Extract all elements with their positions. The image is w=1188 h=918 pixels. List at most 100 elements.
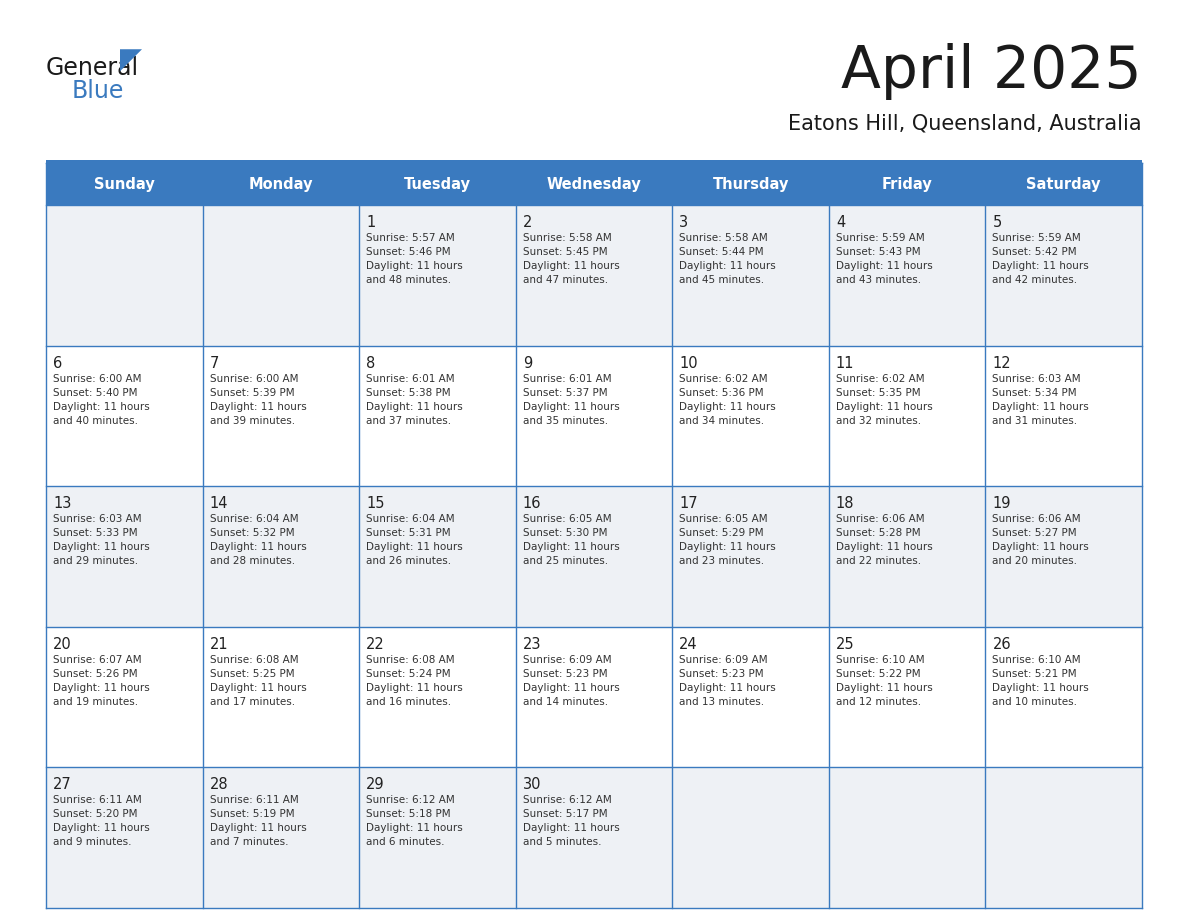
Text: Tuesday: Tuesday [404,176,470,192]
Text: Sunrise: 6:04 AM
Sunset: 5:32 PM
Daylight: 11 hours
and 28 minutes.: Sunrise: 6:04 AM Sunset: 5:32 PM Dayligh… [209,514,307,566]
Text: Sunrise: 6:01 AM
Sunset: 5:38 PM
Daylight: 11 hours
and 37 minutes.: Sunrise: 6:01 AM Sunset: 5:38 PM Dayligh… [366,374,463,426]
Text: 21: 21 [209,637,228,652]
Bar [516,205,672,345]
Text: Sunrise: 6:12 AM
Sunset: 5:17 PM
Daylight: 11 hours
and 5 minutes.: Sunrise: 6:12 AM Sunset: 5:17 PM Dayligh… [523,795,619,847]
Bar [46,163,203,205]
Text: Sunrise: 6:02 AM
Sunset: 5:35 PM
Daylight: 11 hours
and 32 minutes.: Sunrise: 6:02 AM Sunset: 5:35 PM Dayligh… [836,374,933,426]
Text: 23: 23 [523,637,542,652]
Text: 22: 22 [366,637,385,652]
Bar [985,487,1142,627]
Bar [203,627,359,767]
Text: Sunrise: 6:00 AM
Sunset: 5:40 PM
Daylight: 11 hours
and 40 minutes.: Sunrise: 6:00 AM Sunset: 5:40 PM Dayligh… [53,374,150,426]
Text: 18: 18 [836,497,854,511]
Bar [516,487,672,627]
Text: Sunrise: 6:00 AM
Sunset: 5:39 PM
Daylight: 11 hours
and 39 minutes.: Sunrise: 6:00 AM Sunset: 5:39 PM Dayligh… [209,374,307,426]
Bar [829,205,985,345]
Bar [516,163,672,205]
Text: 14: 14 [209,497,228,511]
Text: Sunrise: 6:06 AM
Sunset: 5:28 PM
Daylight: 11 hours
and 22 minutes.: Sunrise: 6:06 AM Sunset: 5:28 PM Dayligh… [836,514,933,566]
Text: 10: 10 [680,355,697,371]
Bar [672,205,829,345]
Text: Sunrise: 6:08 AM
Sunset: 5:25 PM
Daylight: 11 hours
and 17 minutes.: Sunrise: 6:08 AM Sunset: 5:25 PM Dayligh… [209,655,307,707]
Text: Sunrise: 6:11 AM
Sunset: 5:19 PM
Daylight: 11 hours
and 7 minutes.: Sunrise: 6:11 AM Sunset: 5:19 PM Dayligh… [209,795,307,847]
Bar [672,345,829,487]
Text: 12: 12 [992,355,1011,371]
Text: 24: 24 [680,637,697,652]
Text: 25: 25 [836,637,854,652]
Text: 28: 28 [209,778,228,792]
Bar [985,627,1142,767]
Text: Sunday: Sunday [94,176,154,192]
Text: Sunrise: 5:57 AM
Sunset: 5:46 PM
Daylight: 11 hours
and 48 minutes.: Sunrise: 5:57 AM Sunset: 5:46 PM Dayligh… [366,233,463,285]
Text: 17: 17 [680,497,697,511]
Bar [359,205,516,345]
Text: General: General [46,56,139,80]
Text: Sunrise: 6:04 AM
Sunset: 5:31 PM
Daylight: 11 hours
and 26 minutes.: Sunrise: 6:04 AM Sunset: 5:31 PM Dayligh… [366,514,463,566]
Text: 5: 5 [992,215,1001,230]
Bar [985,345,1142,487]
Bar [203,163,359,205]
Text: Sunrise: 6:09 AM
Sunset: 5:23 PM
Daylight: 11 hours
and 14 minutes.: Sunrise: 6:09 AM Sunset: 5:23 PM Dayligh… [523,655,619,707]
Bar [359,163,516,205]
Text: 30: 30 [523,778,542,792]
Text: 19: 19 [992,497,1011,511]
Text: 27: 27 [53,778,71,792]
Bar [46,345,203,487]
Text: 16: 16 [523,497,542,511]
Bar [672,487,829,627]
Bar [672,627,829,767]
Text: Sunrise: 6:02 AM
Sunset: 5:36 PM
Daylight: 11 hours
and 34 minutes.: Sunrise: 6:02 AM Sunset: 5:36 PM Dayligh… [680,374,776,426]
Bar [829,345,985,487]
Text: 26: 26 [992,637,1011,652]
Text: Sunrise: 6:07 AM
Sunset: 5:26 PM
Daylight: 11 hours
and 19 minutes.: Sunrise: 6:07 AM Sunset: 5:26 PM Dayligh… [53,655,150,707]
Text: Monday: Monday [248,176,314,192]
Text: 3: 3 [680,215,688,230]
Text: Sunrise: 5:59 AM
Sunset: 5:43 PM
Daylight: 11 hours
and 43 minutes.: Sunrise: 5:59 AM Sunset: 5:43 PM Dayligh… [836,233,933,285]
Bar [829,487,985,627]
Text: Sunrise: 6:11 AM
Sunset: 5:20 PM
Daylight: 11 hours
and 9 minutes.: Sunrise: 6:11 AM Sunset: 5:20 PM Dayligh… [53,795,150,847]
Text: 8: 8 [366,355,375,371]
Polygon shape [120,50,143,72]
Bar [359,767,516,908]
Text: 2: 2 [523,215,532,230]
Text: 6: 6 [53,355,62,371]
Text: Sunrise: 5:58 AM
Sunset: 5:45 PM
Daylight: 11 hours
and 47 minutes.: Sunrise: 5:58 AM Sunset: 5:45 PM Dayligh… [523,233,619,285]
Text: 15: 15 [366,497,385,511]
Text: 4: 4 [836,215,845,230]
Bar [359,627,516,767]
Bar [46,205,203,345]
Bar [985,163,1142,205]
Bar [203,487,359,627]
Text: Sunrise: 6:10 AM
Sunset: 5:22 PM
Daylight: 11 hours
and 12 minutes.: Sunrise: 6:10 AM Sunset: 5:22 PM Dayligh… [836,655,933,707]
Bar [829,627,985,767]
Text: Saturday: Saturday [1026,176,1101,192]
Bar [203,345,359,487]
Bar [672,767,829,908]
Text: Sunrise: 5:59 AM
Sunset: 5:42 PM
Daylight: 11 hours
and 42 minutes.: Sunrise: 5:59 AM Sunset: 5:42 PM Dayligh… [992,233,1089,285]
Text: Friday: Friday [881,176,933,192]
Text: 1: 1 [366,215,375,230]
Text: Sunrise: 6:01 AM
Sunset: 5:37 PM
Daylight: 11 hours
and 35 minutes.: Sunrise: 6:01 AM Sunset: 5:37 PM Dayligh… [523,374,619,426]
Text: Sunrise: 6:05 AM
Sunset: 5:29 PM
Daylight: 11 hours
and 23 minutes.: Sunrise: 6:05 AM Sunset: 5:29 PM Dayligh… [680,514,776,566]
Text: 7: 7 [209,355,219,371]
Bar [203,767,359,908]
Text: Sunrise: 6:05 AM
Sunset: 5:30 PM
Daylight: 11 hours
and 25 minutes.: Sunrise: 6:05 AM Sunset: 5:30 PM Dayligh… [523,514,619,566]
Text: 13: 13 [53,497,71,511]
Text: 29: 29 [366,778,385,792]
Text: Wednesday: Wednesday [546,176,642,192]
Text: Sunrise: 6:08 AM
Sunset: 5:24 PM
Daylight: 11 hours
and 16 minutes.: Sunrise: 6:08 AM Sunset: 5:24 PM Dayligh… [366,655,463,707]
Bar [516,767,672,908]
Text: Eatons Hill, Queensland, Australia: Eatons Hill, Queensland, Australia [789,113,1142,133]
Bar [516,627,672,767]
Text: Sunrise: 5:58 AM
Sunset: 5:44 PM
Daylight: 11 hours
and 45 minutes.: Sunrise: 5:58 AM Sunset: 5:44 PM Dayligh… [680,233,776,285]
Text: Sunrise: 6:03 AM
Sunset: 5:33 PM
Daylight: 11 hours
and 29 minutes.: Sunrise: 6:03 AM Sunset: 5:33 PM Dayligh… [53,514,150,566]
Text: Sunrise: 6:03 AM
Sunset: 5:34 PM
Daylight: 11 hours
and 31 minutes.: Sunrise: 6:03 AM Sunset: 5:34 PM Dayligh… [992,374,1089,426]
Bar [46,627,203,767]
Text: Sunrise: 6:06 AM
Sunset: 5:27 PM
Daylight: 11 hours
and 20 minutes.: Sunrise: 6:06 AM Sunset: 5:27 PM Dayligh… [992,514,1089,566]
Bar [516,345,672,487]
Text: 9: 9 [523,355,532,371]
Text: Blue: Blue [71,79,124,103]
Bar [672,163,829,205]
Text: April 2025: April 2025 [841,43,1142,100]
Text: Sunrise: 6:12 AM
Sunset: 5:18 PM
Daylight: 11 hours
and 6 minutes.: Sunrise: 6:12 AM Sunset: 5:18 PM Dayligh… [366,795,463,847]
